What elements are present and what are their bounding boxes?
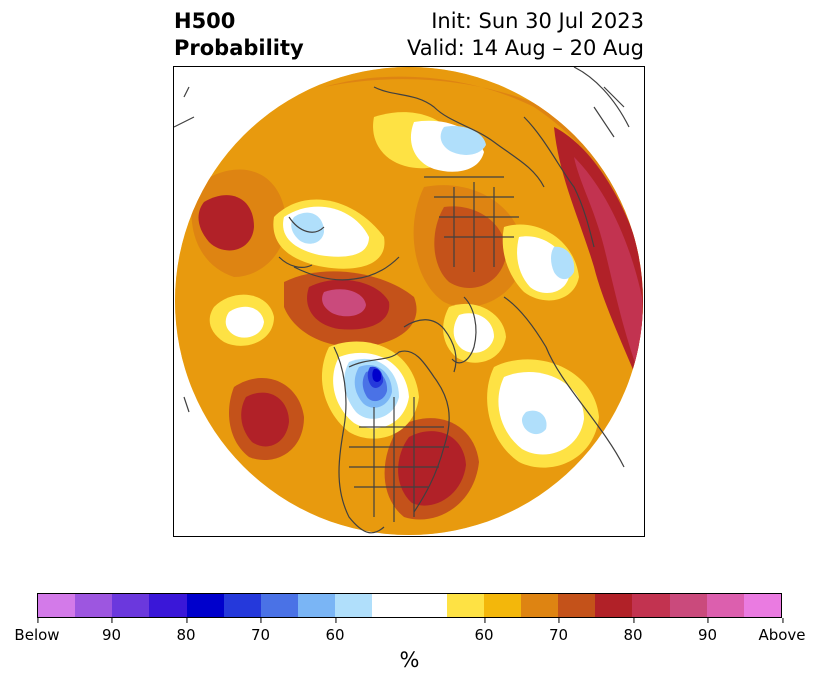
colorbar-tick-label: 60	[474, 618, 494, 644]
probability-map	[174, 67, 643, 535]
colorbar-tick-label: Below	[14, 618, 60, 644]
init-date: Init: Sun 30 Jul 2023	[431, 9, 644, 33]
tick-text: 80	[623, 626, 643, 644]
colorbar-swatch	[38, 594, 76, 617]
forecast-dates: Init: Sun 30 Jul 2023 Valid: 14 Aug – 20…	[407, 8, 644, 62]
tick-text: 90	[697, 626, 718, 644]
tick-text: Above	[758, 626, 806, 644]
probability-field	[175, 67, 643, 535]
colorbar-swatch	[558, 594, 596, 617]
colorbar-tick-label: 80	[623, 618, 643, 644]
colorbar-swatch	[298, 594, 336, 617]
colorbar-swatch	[595, 594, 633, 617]
colorbar-swatch	[149, 594, 187, 617]
tick-text: 70	[548, 626, 569, 644]
colorbar-ticks: Below 90 80 70 60 60 70 80 90 Above	[14, 618, 806, 644]
title-type: Probability	[174, 36, 304, 60]
valid-range: Valid: 14 Aug – 20 Aug	[406, 36, 644, 60]
colorbar-swatch	[669, 594, 707, 617]
colorbar-swatch	[112, 594, 150, 617]
colorbar-tick-label: 90	[102, 618, 121, 644]
tick-text: 80	[176, 626, 196, 644]
colorbar-tick-label: 80	[176, 618, 196, 644]
colorbar	[37, 593, 782, 618]
colorbar-swatch	[483, 594, 522, 617]
title-variable: H500	[174, 9, 236, 33]
colorbar-swatch	[260, 594, 299, 617]
tick-text: 90	[101, 626, 122, 644]
tick-text: Below	[14, 626, 60, 644]
colorbar-tick-label: 60	[325, 618, 345, 644]
colorbar-swatch	[632, 594, 670, 617]
colorbar-tick-label: 70	[549, 618, 568, 644]
colorbar-swatch	[223, 594, 261, 617]
colorbar-tick-label: 90	[698, 618, 717, 644]
tick-text: 70	[250, 626, 271, 644]
colorbar-swatch	[446, 594, 484, 617]
tick-text: 60	[325, 626, 345, 644]
colorbar-tick-label: Above	[758, 618, 806, 644]
coastlines	[174, 67, 630, 534]
colorbar-swatch	[372, 594, 447, 617]
colorbar-swatch	[743, 594, 782, 617]
colorbar-swatch	[706, 594, 744, 617]
map-panel	[173, 66, 645, 537]
colorbar-swatch	[335, 594, 373, 617]
colorbar-unit: %	[399, 648, 420, 672]
chart-title: H500 Probability	[174, 8, 304, 62]
colorbar-swatch	[186, 594, 224, 617]
tick-text: 60	[474, 626, 494, 644]
colorbar-swatch	[75, 594, 113, 617]
colorbar-swatch	[521, 594, 559, 617]
colorbar-tick-label: 70	[251, 618, 270, 644]
